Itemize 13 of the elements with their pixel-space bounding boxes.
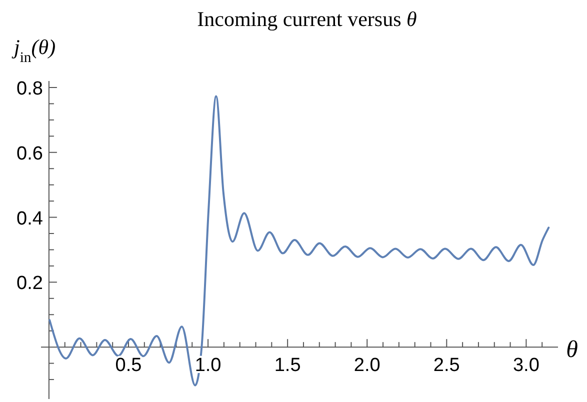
line-series	[48, 95, 550, 386]
x-axis-title: θ	[566, 337, 578, 363]
x-tick-label: 3.0	[512, 355, 540, 376]
chart-title: Incoming current versus θ	[197, 7, 417, 31]
y-tick-label: 0.8	[16, 78, 43, 100]
y-axis-title: j$_{in}$(θ)	[11, 35, 56, 66]
x-tick-label: 1.5	[274, 355, 301, 376]
x-tick-label: 2.5	[433, 355, 460, 376]
x-tick-label: 2.0	[354, 355, 380, 376]
y-tick-label: 0.4	[16, 208, 44, 230]
y-tick-label: 0.2	[16, 273, 43, 294]
x-tick-label: 0.5	[115, 355, 142, 376]
y-tick-label: 0.6	[16, 143, 43, 164]
